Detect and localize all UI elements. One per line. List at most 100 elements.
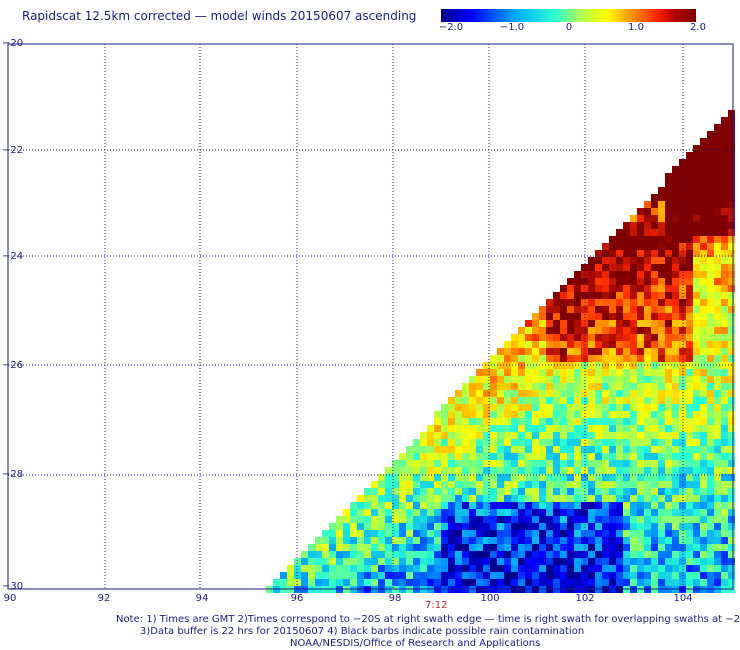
wind-cell <box>672 404 679 411</box>
wind-cell <box>672 383 679 390</box>
wind-cell <box>623 243 630 250</box>
wind-cell <box>518 467 525 474</box>
wind-cell <box>483 509 490 516</box>
wind-cell <box>553 516 560 523</box>
wind-cell <box>455 551 462 558</box>
wind-cell <box>693 180 700 187</box>
wind-cell <box>672 376 679 383</box>
wind-cell <box>434 558 441 565</box>
wind-cell <box>686 460 693 467</box>
wind-cell <box>651 250 658 257</box>
wind-cell <box>602 474 609 481</box>
wind-cell <box>462 418 469 425</box>
wind-cell <box>728 572 735 579</box>
wind-cell <box>441 558 448 565</box>
colorbar-label: 1.0 <box>628 22 644 33</box>
wind-cell <box>546 460 553 467</box>
wind-cell <box>630 453 637 460</box>
wind-cell <box>567 502 574 509</box>
wind-cell <box>595 313 602 320</box>
wind-cell <box>637 362 644 369</box>
wind-cell <box>406 523 413 530</box>
wind-cell <box>497 544 504 551</box>
wind-cell <box>658 320 665 327</box>
wind-cell <box>567 453 574 460</box>
wind-cell <box>623 313 630 320</box>
wind-cell <box>546 299 553 306</box>
wind-cell <box>672 236 679 243</box>
wind-cell <box>728 390 735 397</box>
wind-cell <box>441 481 448 488</box>
wind-cell <box>406 544 413 551</box>
wind-cell <box>686 579 693 586</box>
wind-cell <box>672 544 679 551</box>
wind-cell <box>448 453 455 460</box>
wind-cell <box>560 306 567 313</box>
wind-cell <box>567 537 574 544</box>
wind-cell <box>441 523 448 530</box>
wind-cell <box>714 530 721 537</box>
wind-cell <box>560 355 567 362</box>
wind-cell <box>364 516 371 523</box>
wind-cell <box>644 313 651 320</box>
wind-cell <box>448 467 455 474</box>
wind-cell <box>644 201 651 208</box>
wind-cell <box>714 390 721 397</box>
wind-cell <box>595 278 602 285</box>
wind-cell <box>546 488 553 495</box>
wind-cell <box>721 278 728 285</box>
wind-cell <box>581 481 588 488</box>
wind-cell <box>658 418 665 425</box>
wind-cell <box>420 446 427 453</box>
wind-cell <box>651 229 658 236</box>
wind-cell <box>700 383 707 390</box>
wind-cell <box>721 257 728 264</box>
wind-cell <box>518 523 525 530</box>
wind-cell <box>616 334 623 341</box>
wind-cell <box>476 376 483 383</box>
wind-cell <box>665 404 672 411</box>
wind-cell <box>616 236 623 243</box>
wind-cell <box>399 516 406 523</box>
wind-cell <box>385 565 392 572</box>
note-line-3: NOAA/NESDIS/Office of Research and Appli… <box>290 638 541 649</box>
wind-cell <box>553 558 560 565</box>
wind-cell <box>511 565 518 572</box>
wind-cell <box>644 418 651 425</box>
wind-cell <box>700 530 707 537</box>
wind-cell <box>434 509 441 516</box>
wind-cell <box>567 362 574 369</box>
wind-cell <box>644 390 651 397</box>
wind-cell <box>588 516 595 523</box>
wind-cell <box>651 551 658 558</box>
wind-cell <box>399 467 406 474</box>
wind-cell <box>567 565 574 572</box>
wind-cell <box>728 278 735 285</box>
wind-cell <box>707 523 714 530</box>
wind-cell <box>728 495 735 502</box>
wind-cell <box>616 460 623 467</box>
wind-cell <box>707 285 714 292</box>
wind-cell <box>665 579 672 586</box>
wind-cell <box>637 313 644 320</box>
wind-cell <box>483 551 490 558</box>
wind-cell <box>413 495 420 502</box>
wind-cell <box>609 411 616 418</box>
wind-cell <box>700 446 707 453</box>
wind-cell <box>595 460 602 467</box>
wind-cell <box>469 404 476 411</box>
wind-cell <box>672 439 679 446</box>
wind-cell <box>595 432 602 439</box>
wind-cell <box>504 551 511 558</box>
wind-cell <box>665 271 672 278</box>
wind-cell <box>623 236 630 243</box>
wind-cell <box>602 481 609 488</box>
wind-cell <box>504 383 511 390</box>
wind-cell <box>693 166 700 173</box>
wind-cell <box>693 250 700 257</box>
wind-cell <box>567 516 574 523</box>
wind-cell <box>728 215 735 222</box>
wind-cell <box>546 572 553 579</box>
wind-cell <box>329 579 336 586</box>
wind-cell <box>637 250 644 257</box>
